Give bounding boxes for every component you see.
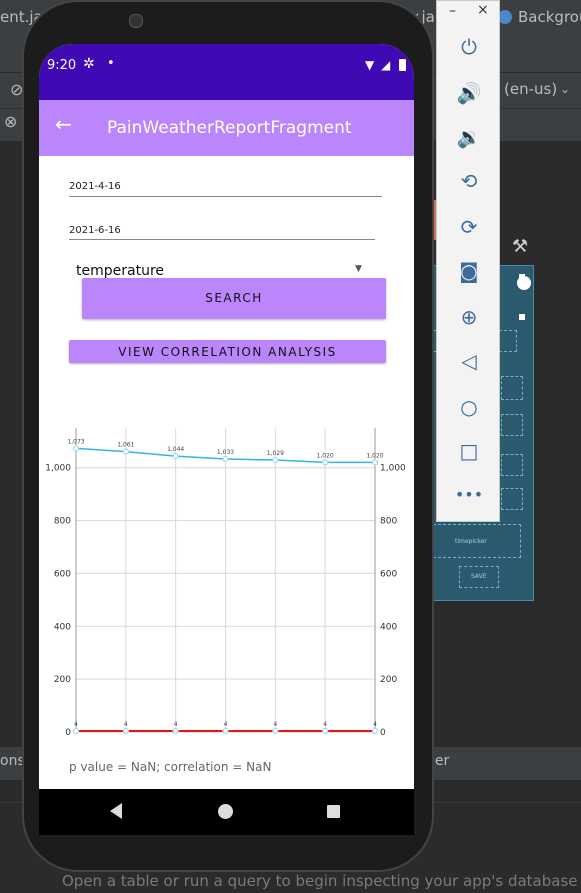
app-bar: ← PainWeatherReportFragment xyxy=(39,100,414,156)
data-point xyxy=(322,459,329,466)
data-point xyxy=(371,727,379,735)
camera-lens-icon xyxy=(129,14,143,28)
battery-icon xyxy=(399,59,406,71)
y-tick-label-right: 200 xyxy=(380,675,397,685)
resize-handle[interactable] xyxy=(519,314,525,320)
data-point xyxy=(222,455,229,463)
data-label: 4 xyxy=(174,721,178,728)
correlation-result: p value = NaN; correlation = NaN xyxy=(69,760,272,774)
y-tick-label-right: 1,000 xyxy=(380,464,406,474)
data-label: 1,029 xyxy=(267,450,284,457)
signal-icon: ◢ xyxy=(381,58,391,72)
data-point xyxy=(371,459,379,466)
file-type-icon xyxy=(498,10,512,24)
overview-icon[interactable]: □ xyxy=(459,439,479,463)
volume-down-icon[interactable]: 🔉 xyxy=(456,125,482,149)
data-point xyxy=(72,727,80,735)
wrench-icon[interactable]: ⚒ xyxy=(512,236,529,257)
y-tick-label-right: 0 xyxy=(380,728,386,738)
back-arrow-icon[interactable]: ← xyxy=(55,112,72,136)
editor-tab-left[interactable]: ent.ja xyxy=(0,8,43,26)
editor-tab-right[interactable]: Backgrou xyxy=(518,8,581,26)
blueprint-label-timepicker: timepicker xyxy=(455,538,487,545)
blueprint-box xyxy=(501,454,523,476)
data-point xyxy=(322,727,329,735)
y-tick-label-right: 400 xyxy=(380,622,397,632)
y-tick-label-right: 600 xyxy=(380,569,397,579)
y-tick-label-left: 200 xyxy=(54,675,71,685)
data-label: 1,044 xyxy=(167,446,184,453)
view-correlation-button[interactable]: VIEW CORRELATION ANALYSIS xyxy=(69,340,386,363)
database-empty-message: Open a table or run a query to begin ins… xyxy=(62,872,578,890)
blueprint-box xyxy=(501,488,523,510)
data-point xyxy=(222,727,229,735)
nav-home-icon[interactable] xyxy=(218,804,233,819)
start-date-underline xyxy=(69,196,382,197)
data-point xyxy=(122,448,129,455)
data-label: 1,061 xyxy=(117,442,134,449)
data-label: 4 xyxy=(323,721,327,728)
chevron-down-icon[interactable]: ⌄ xyxy=(560,82,571,96)
home-icon[interactable]: ○ xyxy=(460,395,478,419)
data-label: 4 xyxy=(224,721,228,728)
minimize-button[interactable]: – xyxy=(449,3,456,19)
close-button[interactable]: × xyxy=(477,2,489,18)
data-point xyxy=(272,727,279,735)
nav-back-icon[interactable] xyxy=(110,803,122,819)
data-point xyxy=(172,727,179,735)
y-tick-label-right: 800 xyxy=(380,517,397,527)
status-time: 9:20 xyxy=(47,58,77,73)
wifi-icon: ▼ xyxy=(365,58,375,72)
blueprint-box xyxy=(501,376,523,400)
more-icon[interactable]: ••• xyxy=(454,485,484,504)
magnet-icon[interactable]: ⊗ xyxy=(4,112,18,131)
data-label: 1,020 xyxy=(317,452,334,459)
ide-lower-left-label: ons xyxy=(0,753,25,769)
navigation-bar xyxy=(39,789,414,835)
data-label: 4 xyxy=(124,721,128,728)
data-label: 1,073 xyxy=(67,438,84,445)
search-button[interactable]: SEARCH xyxy=(82,278,386,319)
nav-overview-icon[interactable] xyxy=(327,805,340,818)
data-label: 1,033 xyxy=(217,449,234,456)
data-label: 4 xyxy=(373,721,377,728)
status-bar: 9:20 ✲ • ▼ ◢ xyxy=(39,44,414,100)
end-date-field[interactable]: 2021-6-16 xyxy=(69,225,121,236)
data-point xyxy=(272,456,279,464)
data-label: 4 xyxy=(273,721,277,728)
data-point xyxy=(72,445,80,452)
resize-handle[interactable] xyxy=(519,274,525,280)
phone-screen: 9:20 ✲ • ▼ ◢ ← PainWeatherReportFragment… xyxy=(39,44,414,789)
y-tick-label-left: 800 xyxy=(54,517,71,527)
emulator-side-panel: – × ⏻ 🔊 🔉 ⟲ ⟳ ◙ ⊕ ◁ ○ □ ••• xyxy=(436,0,500,522)
dropdown-arrow-icon[interactable]: ▼ xyxy=(355,264,362,274)
power-icon[interactable]: ⏻ xyxy=(461,35,477,59)
y-tick-label-left: 1,000 xyxy=(45,464,71,474)
end-date-underline xyxy=(69,239,375,240)
back-icon[interactable]: ◁ xyxy=(461,349,477,373)
start-date-field[interactable]: 2021-4-16 xyxy=(69,181,121,192)
data-point xyxy=(172,452,179,460)
rotate-right-icon[interactable]: ⟳ xyxy=(460,215,478,239)
data-label: 4 xyxy=(74,721,78,728)
camera-icon[interactable]: ◙ xyxy=(459,259,479,283)
data-label: 1,020 xyxy=(366,452,383,459)
blueprint-save-box xyxy=(459,566,499,588)
line-chart[interactable]: 1,0001,00080080060060040040020020000Apr … xyxy=(39,396,414,741)
blueprint-box xyxy=(501,414,523,436)
y-tick-label-left: 600 xyxy=(54,569,71,579)
data-point xyxy=(122,727,129,735)
rotate-left-icon[interactable]: ⟲ xyxy=(460,169,478,193)
y-tick-label-left: 0 xyxy=(65,728,71,738)
notification-dot: • xyxy=(107,56,115,71)
volume-up-icon[interactable]: 🔊 xyxy=(456,81,482,105)
settings-icon: ✲ xyxy=(83,56,95,72)
zoom-icon[interactable]: ⊕ xyxy=(460,305,478,329)
y-tick-label-left: 400 xyxy=(54,622,71,632)
variable-spinner[interactable]: temperature xyxy=(76,263,164,279)
locale-selector[interactable]: (en-us) xyxy=(504,80,558,98)
no-device-icon[interactable]: ⊘ xyxy=(10,80,24,99)
blueprint-label-save: SAVE xyxy=(471,573,487,580)
page-title: PainWeatherReportFragment xyxy=(107,118,352,138)
